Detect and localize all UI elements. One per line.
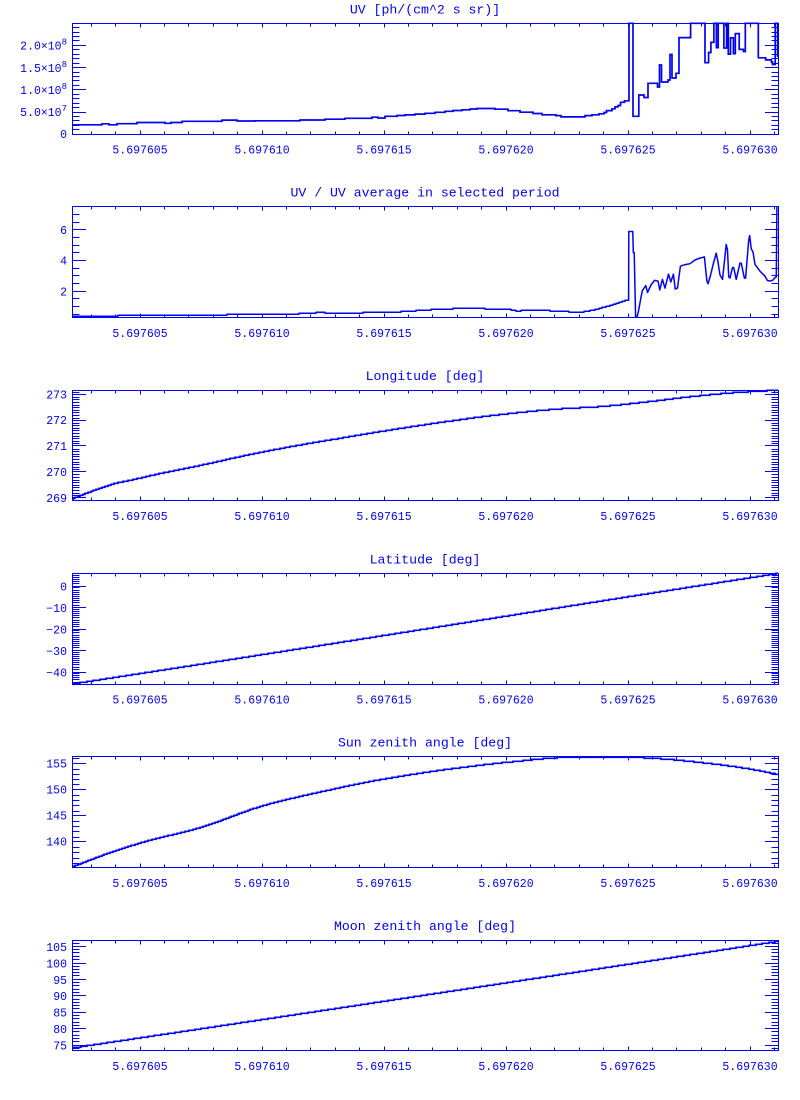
svg-text:85: 85 (53, 1008, 67, 1021)
svg-text:UV [ph/(cm^2 s sr)]: UV [ph/(cm^2 s sr)] (350, 2, 500, 17)
svg-text:5.697625: 5.697625 (600, 1061, 655, 1074)
svg-text:5.697630: 5.697630 (722, 328, 777, 341)
svg-text:5.697625: 5.697625 (600, 878, 655, 891)
svg-text:5.697625: 5.697625 (600, 695, 655, 708)
svg-text:1.0×108: 1.0×108 (20, 82, 67, 98)
svg-text:5.697615: 5.697615 (356, 511, 411, 524)
svg-text:95: 95 (53, 975, 67, 988)
svg-text:5.697610: 5.697610 (234, 1061, 289, 1074)
svg-text:270: 270 (46, 467, 67, 480)
svg-text:−40: −40 (46, 667, 67, 680)
svg-text:UV / UV average in selected pe: UV / UV average in selected period (290, 186, 559, 201)
svg-text:271: 271 (46, 441, 67, 454)
svg-text:90: 90 (53, 991, 67, 1004)
svg-text:0: 0 (60, 582, 67, 595)
svg-text:5.697610: 5.697610 (234, 328, 289, 341)
svg-text:5.697620: 5.697620 (478, 145, 533, 158)
svg-text:5.697605: 5.697605 (112, 145, 167, 158)
svg-text:5.0×107: 5.0×107 (20, 104, 67, 120)
svg-text:−10: −10 (46, 603, 67, 616)
svg-text:5.697615: 5.697615 (356, 145, 411, 158)
svg-text:140: 140 (46, 837, 67, 850)
svg-text:100: 100 (46, 958, 67, 971)
svg-text:145: 145 (46, 811, 67, 824)
svg-text:5.697615: 5.697615 (356, 1061, 411, 1074)
svg-text:5.697620: 5.697620 (478, 1061, 533, 1074)
svg-text:155: 155 (46, 758, 67, 771)
svg-text:5.697610: 5.697610 (234, 695, 289, 708)
svg-text:4: 4 (60, 256, 67, 269)
svg-text:5.697605: 5.697605 (112, 511, 167, 524)
svg-text:5.697610: 5.697610 (234, 145, 289, 158)
svg-text:5.697620: 5.697620 (478, 328, 533, 341)
svg-text:5.697615: 5.697615 (356, 328, 411, 341)
svg-text:5.697625: 5.697625 (600, 511, 655, 524)
svg-text:−20: −20 (46, 625, 67, 638)
svg-text:5.697605: 5.697605 (112, 328, 167, 341)
svg-text:6: 6 (60, 225, 67, 238)
svg-text:5.697625: 5.697625 (600, 328, 655, 341)
svg-text:5.697620: 5.697620 (478, 695, 533, 708)
svg-text:269: 269 (46, 493, 67, 506)
svg-text:5.697630: 5.697630 (722, 145, 777, 158)
svg-text:5.697610: 5.697610 (234, 511, 289, 524)
svg-text:2: 2 (60, 287, 67, 300)
svg-text:5.697625: 5.697625 (600, 145, 655, 158)
svg-text:272: 272 (46, 415, 67, 428)
svg-text:5.697605: 5.697605 (112, 878, 167, 891)
svg-text:5.697620: 5.697620 (478, 878, 533, 891)
svg-text:0: 0 (60, 129, 67, 142)
svg-text:5.697615: 5.697615 (356, 878, 411, 891)
svg-text:273: 273 (46, 389, 67, 402)
svg-text:5.697630: 5.697630 (722, 695, 777, 708)
svg-text:5.697630: 5.697630 (722, 511, 777, 524)
svg-text:2.0×108: 2.0×108 (20, 38, 67, 54)
svg-text:5.697630: 5.697630 (722, 1061, 777, 1074)
svg-text:Longitude [deg]: Longitude [deg] (366, 369, 485, 384)
svg-text:5.697630: 5.697630 (722, 878, 777, 891)
svg-text:75: 75 (53, 1041, 67, 1054)
svg-text:105: 105 (46, 942, 67, 955)
svg-text:−30: −30 (46, 646, 67, 659)
svg-text:150: 150 (46, 785, 67, 798)
svg-text:5.697605: 5.697605 (112, 695, 167, 708)
svg-text:5.697615: 5.697615 (356, 695, 411, 708)
svg-text:Latitude [deg]: Latitude [deg] (370, 552, 481, 567)
svg-text:80: 80 (53, 1024, 67, 1037)
svg-text:5.697610: 5.697610 (234, 878, 289, 891)
svg-text:Moon zenith angle [deg]: Moon zenith angle [deg] (334, 919, 516, 934)
svg-text:5.697605: 5.697605 (112, 1061, 167, 1074)
svg-text:Sun zenith angle [deg]: Sun zenith angle [deg] (338, 736, 512, 751)
svg-text:1.5×108: 1.5×108 (20, 60, 67, 76)
svg-text:5.697620: 5.697620 (478, 511, 533, 524)
